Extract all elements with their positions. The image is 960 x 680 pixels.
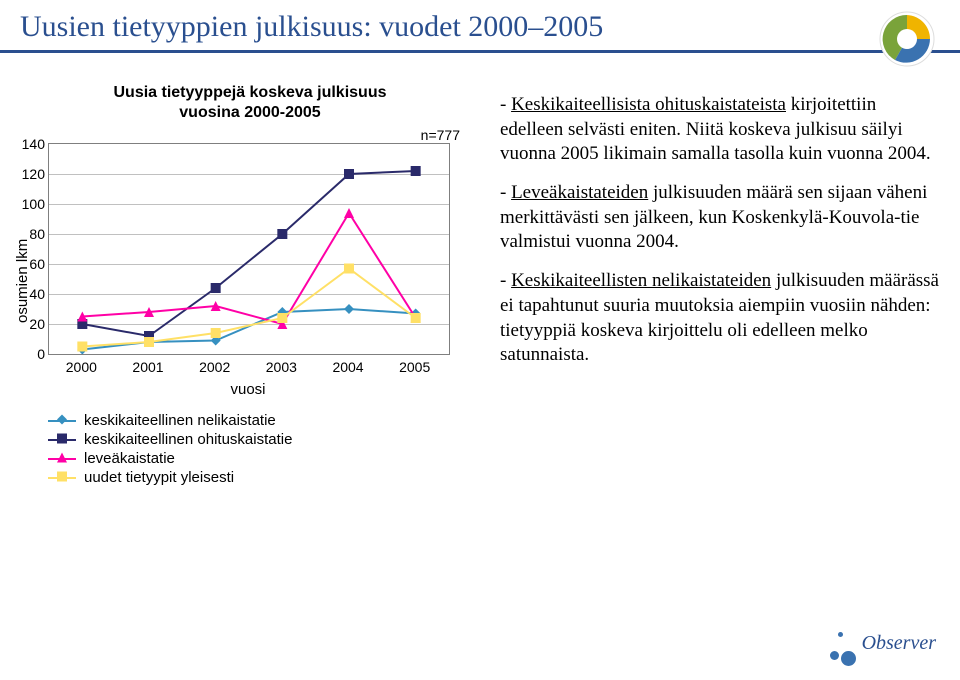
legend-item: keskikaiteellinen nelikaistatie [48, 412, 480, 429]
commentary-p2: - Leveäkaistateiden julkisuuden määrä se… [500, 181, 940, 255]
commentary-column: - Keskikaiteellisista ohituskaistateista… [480, 83, 940, 488]
chart-title-line2: vuosina 2000-2005 [179, 104, 320, 121]
ytick: 60 [15, 256, 45, 272]
ytick: 100 [15, 196, 45, 212]
ytick: 80 [15, 226, 45, 242]
ytick: 20 [15, 316, 45, 332]
footer-logo-dots [824, 620, 856, 666]
legend-item: keskikaiteellinen ohituskaistatie [48, 431, 480, 448]
legend-item: leveäkaistatie [48, 450, 480, 467]
xtick: 2005 [381, 359, 448, 375]
xtick: 2000 [48, 359, 115, 375]
xtick: 2003 [248, 359, 315, 375]
title-bar: Uusien tietyyppien julkisuus: vuodet 200… [0, 0, 960, 53]
legend-label: uudet tietyypit yleisesti [84, 469, 234, 486]
slide: { "title": "Uusien tietyyppien julkisuus… [0, 0, 960, 680]
chart-title-line1: Uusia tietyyppejä koskeva julkisuus [113, 84, 386, 101]
chart-column: Uusia tietyyppejä koskeva julkisuus vuos… [20, 83, 480, 488]
chart-xaxis: 200020012002200320042005 [48, 359, 448, 375]
chart-plot: 020406080100120140 [48, 143, 450, 355]
ytick: 140 [15, 136, 45, 152]
ytick: 120 [15, 166, 45, 182]
chart-legend: keskikaiteellinen nelikaistatie keskikait… [48, 412, 480, 486]
chart-ylabel: osumien lkm [14, 239, 31, 323]
commentary-p1: - Keskikaiteellisista ohituskaistateista… [500, 93, 940, 167]
chart-n-label: n=777 [20, 127, 480, 143]
legend-label: keskikaiteellinen ohituskaistatie [84, 431, 292, 448]
xtick: 2004 [315, 359, 382, 375]
content-area: Uusia tietyyppejä koskeva julkisuus vuos… [0, 53, 960, 488]
legend-label: leveäkaistatie [84, 450, 175, 467]
xtick: 2001 [115, 359, 182, 375]
footer-logo: Observer [824, 620, 936, 666]
legend-item: uudet tietyypit yleisesti [48, 469, 480, 486]
commentary-p3: - Keskikaiteellisten nelikaistateiden ju… [500, 269, 940, 368]
chart-xlabel: vuosi [48, 381, 448, 398]
ytick: 40 [15, 286, 45, 302]
xtick: 2002 [181, 359, 248, 375]
ytick: 0 [15, 346, 45, 362]
chart-box: osumien lkm 020406080100120140 200020012… [20, 143, 480, 486]
footer-logo-text: Observer [862, 632, 936, 655]
legend-label: keskikaiteellinen nelikaistatie [84, 412, 276, 429]
page-title: Uusien tietyyppien julkisuus: vuodet 200… [20, 10, 940, 44]
chart-title: Uusia tietyyppejä koskeva julkisuus vuos… [20, 83, 480, 123]
